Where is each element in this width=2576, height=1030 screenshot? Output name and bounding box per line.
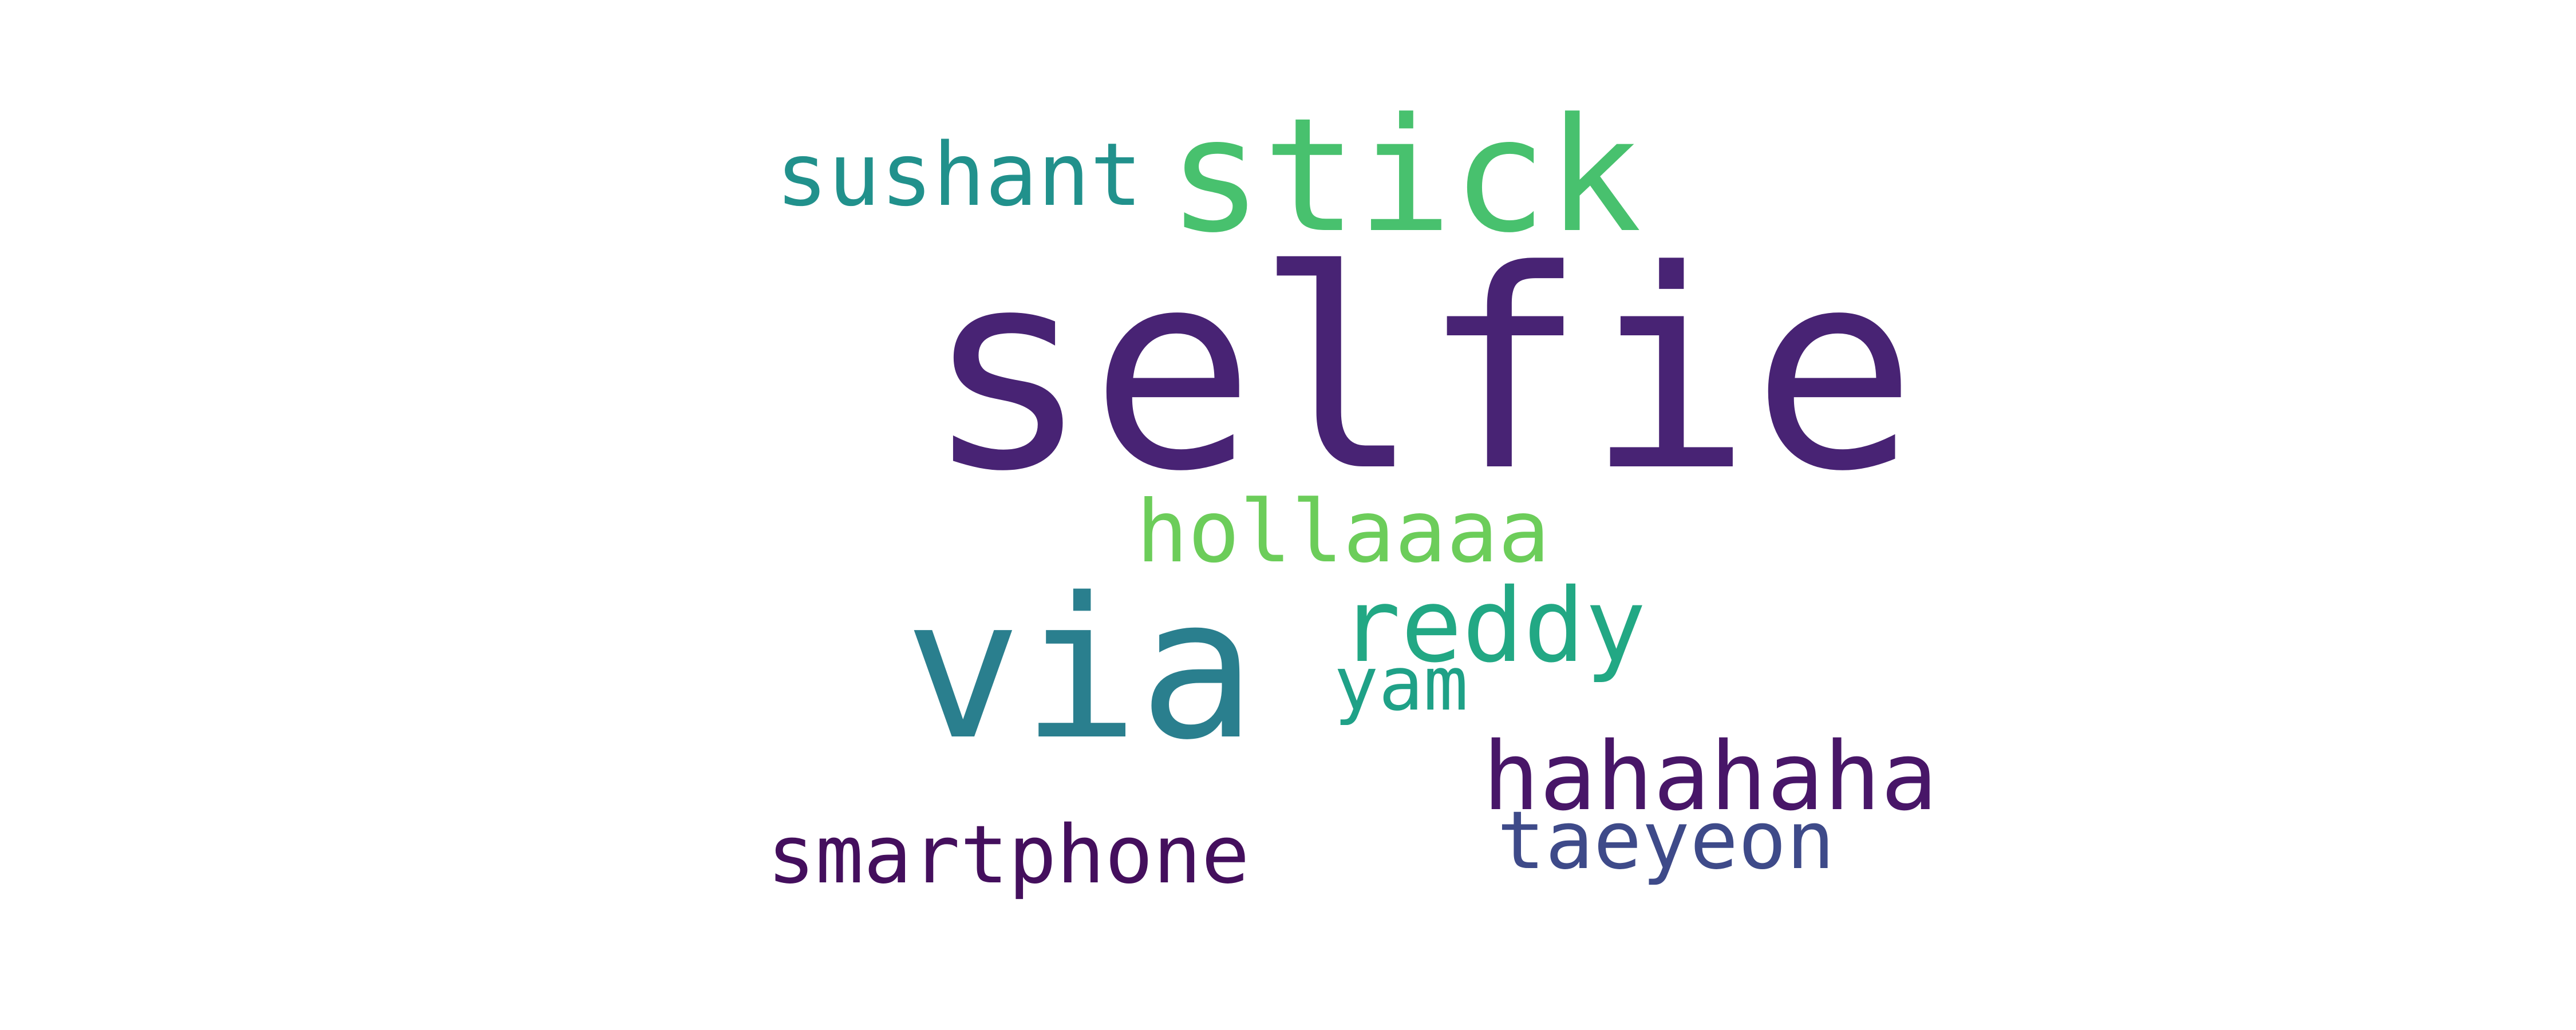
word-via: via <box>904 556 1257 783</box>
word-taeyeon: taeyeon <box>1497 794 1835 888</box>
word-yam: yam <box>1334 640 1468 727</box>
word-hollaaaa: hollaaaa <box>1136 482 1550 582</box>
word-selfie: selfie <box>924 212 1917 532</box>
word-reddy: reddy <box>1340 566 1646 685</box>
word-smartphone: smartphone <box>767 809 1250 902</box>
word-hahahaha: hahahaha <box>1483 722 1938 831</box>
word-sushant: sushant <box>776 124 1143 225</box>
word-stick: stick <box>1168 84 1642 267</box>
